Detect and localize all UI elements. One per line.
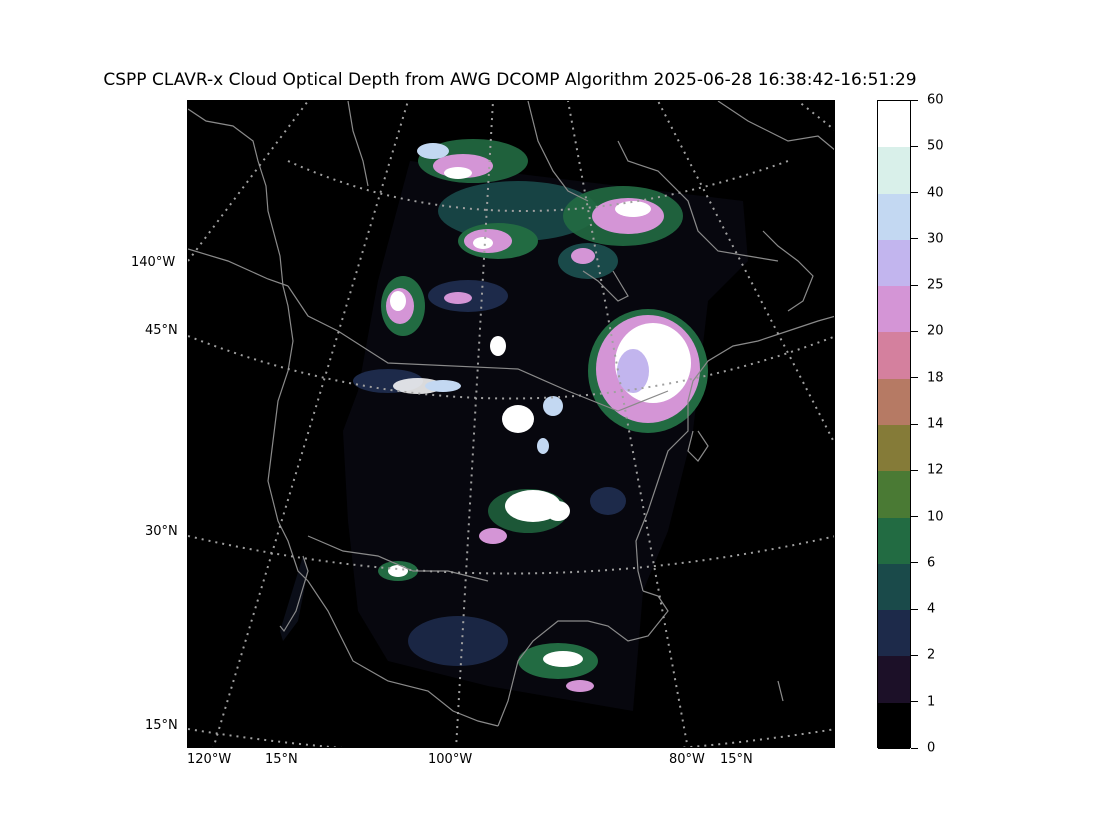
colorbar	[877, 100, 911, 749]
lon-label-140w: 140°W	[131, 255, 176, 270]
colorbar-segment	[878, 193, 910, 240]
colorbar-tick-mark	[911, 654, 918, 656]
colorbar-tick-mark	[911, 516, 918, 518]
map-canvas	[188, 101, 834, 747]
colorbar-tick-label: 20	[927, 323, 944, 339]
colorbar-tick-mark	[911, 562, 918, 564]
colorbar-tick-label: 12	[927, 462, 944, 478]
cloud-features	[353, 139, 708, 692]
colorbar-segment	[878, 563, 910, 611]
graticule	[188, 101, 834, 747]
map-panel	[187, 100, 835, 748]
colorbar-segment	[878, 101, 910, 148]
colorbar-tick-label: 40	[927, 185, 944, 201]
colorbar-tick-mark	[911, 99, 918, 101]
colorbar-tick-mark	[911, 469, 918, 471]
colorbar-segment	[878, 239, 910, 287]
colorbar-tick-mark	[911, 284, 918, 286]
lon-label-100w: 100°W	[428, 752, 473, 767]
colorbar-tick-label: 2	[927, 647, 936, 663]
colorbar-segment	[878, 656, 910, 703]
colorbar-segment	[878, 471, 910, 518]
colorbar-tick-label: 50	[927, 138, 944, 154]
colorbar-segment	[878, 378, 910, 425]
colorbar-tick-mark	[911, 423, 918, 425]
colorbar-tick-mark	[911, 608, 918, 610]
lon-label-120w: 120°W	[187, 752, 232, 767]
colorbar-tick-mark	[911, 377, 918, 379]
lat-label-15n-bottom-left: 15°N	[265, 752, 298, 767]
colorbar-tick-mark	[911, 145, 918, 147]
colorbar-tick-label: 18	[927, 370, 944, 386]
colorbar-segment	[878, 517, 910, 564]
colorbar-segment	[878, 610, 910, 657]
colorbar-tick-label: 1	[927, 694, 936, 710]
colorbar-tick-label: 60	[927, 92, 944, 108]
colorbar-tick-mark	[911, 192, 918, 194]
colorbar-tick-label: 30	[927, 231, 944, 247]
colorbar-segment	[878, 286, 910, 333]
colorbar-segment	[878, 702, 910, 749]
colorbar-tick-mark	[911, 747, 918, 749]
colorbar-tick-mark	[911, 238, 918, 240]
colorbar-tick-label: 14	[927, 416, 944, 432]
figure-title: CSPP CLAVR-x Cloud Optical Depth from AW…	[103, 70, 917, 90]
colorbar-segment	[878, 147, 910, 194]
colorbar-tick-label: 10	[927, 509, 944, 525]
colorbar-tick-label: 25	[927, 277, 944, 293]
lat-label-15n: 15°N	[145, 718, 178, 733]
colorbar-tick-mark	[911, 330, 918, 332]
lat-label-30n: 30°N	[145, 524, 178, 539]
colorbar-tick-label: 0	[927, 740, 936, 756]
lon-label-80w: 80°W	[669, 752, 705, 767]
colorbar-segment	[878, 425, 910, 472]
colorbar-tick-label: 4	[927, 601, 936, 617]
colorbar-segment	[878, 332, 910, 379]
lat-label-45n: 45°N	[145, 323, 178, 338]
colorbar-tick-label: 6	[927, 555, 936, 571]
colorbar-tick-mark	[911, 701, 918, 703]
lat-label-15n-bottom-right: 15°N	[720, 752, 753, 767]
